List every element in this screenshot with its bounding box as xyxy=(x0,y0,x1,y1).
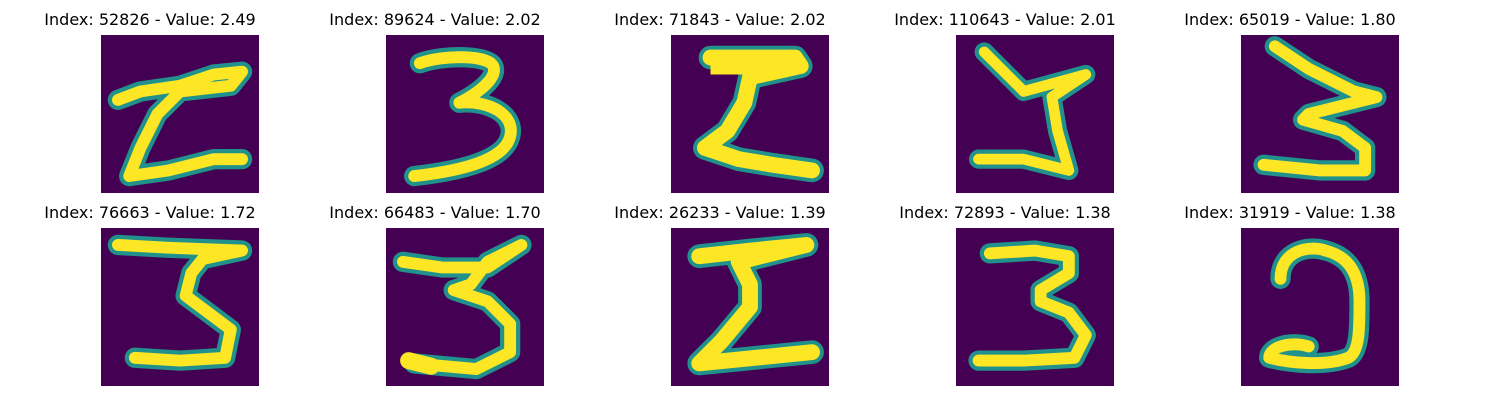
panel-title: Index: 110643 - Value: 2.01 xyxy=(894,10,1116,29)
panel-1: Index: 52826 - Value: 2.49 xyxy=(0,0,300,195)
panel-title: Index: 52826 - Value: 2.49 xyxy=(44,10,256,29)
digit-image xyxy=(956,35,1114,193)
panel-3: Index: 71843 - Value: 2.02 xyxy=(570,0,870,195)
digit-image xyxy=(956,228,1114,386)
panel-9: Index: 72893 - Value: 1.38 xyxy=(855,193,1155,388)
panel-8: Index: 26233 - Value: 1.39 xyxy=(570,193,870,388)
digit-image xyxy=(101,35,259,193)
panel-5: Index: 65019 - Value: 1.80 xyxy=(1140,0,1440,195)
panel-10: Index: 31919 - Value: 1.38 xyxy=(1140,193,1440,388)
digit-image xyxy=(1241,35,1399,193)
panel-title: Index: 89624 - Value: 2.02 xyxy=(329,10,541,29)
digit-image xyxy=(1241,228,1399,386)
digit-image xyxy=(101,228,259,386)
panel-6: Index: 76663 - Value: 1.72 xyxy=(0,193,300,388)
panel-2: Index: 89624 - Value: 2.02 xyxy=(285,0,585,195)
panel-title: Index: 72893 - Value: 1.38 xyxy=(899,203,1111,222)
digit-image xyxy=(386,35,544,193)
panel-title: Index: 31919 - Value: 1.38 xyxy=(1184,203,1396,222)
panel-7: Index: 66483 - Value: 1.70 xyxy=(285,193,585,388)
panel-title: Index: 71843 - Value: 2.02 xyxy=(614,10,826,29)
panel-4: Index: 110643 - Value: 2.01 xyxy=(855,0,1155,195)
panel-title: Index: 66483 - Value: 1.70 xyxy=(329,203,541,222)
digit-image xyxy=(671,35,829,193)
digit-image xyxy=(671,228,829,386)
panel-title: Index: 26233 - Value: 1.39 xyxy=(614,203,826,222)
digit-image xyxy=(386,228,544,386)
panel-title: Index: 76663 - Value: 1.72 xyxy=(44,203,256,222)
panel-title: Index: 65019 - Value: 1.80 xyxy=(1184,10,1396,29)
